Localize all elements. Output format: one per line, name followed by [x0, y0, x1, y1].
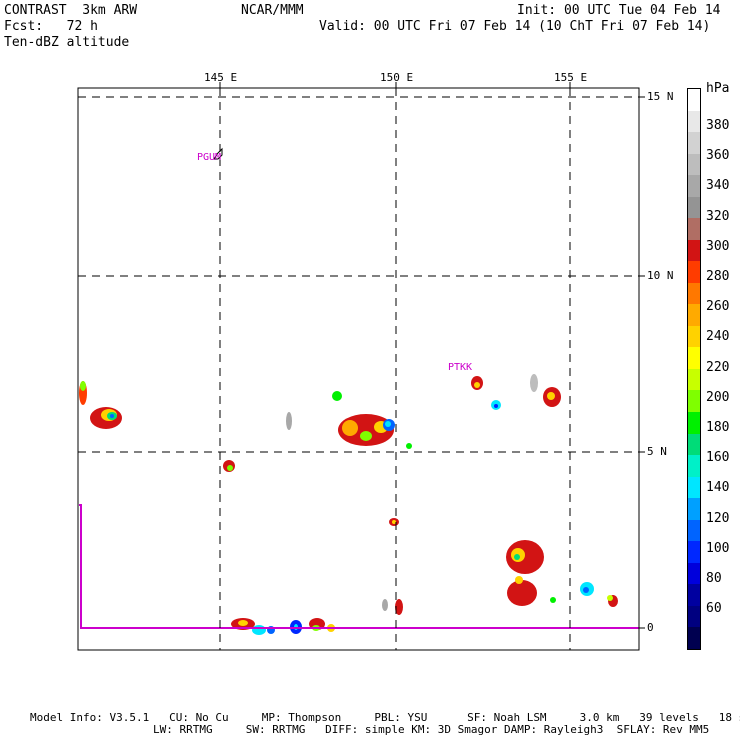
lat-label-5n: 5 N — [647, 445, 667, 458]
echo-cell — [80, 381, 86, 391]
legend-tick-label: 360 — [706, 148, 730, 164]
model-info-line1: Model Info: V3.5.1 CU: No Cu MP: Thompso… — [30, 711, 740, 724]
legend-swatch — [688, 584, 700, 606]
legend-tick-label: 120 — [706, 510, 730, 526]
legend-tick-label: 100 — [706, 540, 730, 556]
echo-cell — [406, 443, 412, 449]
legend-swatch — [688, 562, 700, 585]
echo-cell — [110, 414, 114, 418]
lat-label-15n: 15 N — [647, 90, 674, 103]
legend-tick-label: 300 — [706, 238, 730, 254]
legend-swatch — [688, 132, 700, 154]
echo-cell — [494, 404, 498, 408]
legend-swatch — [688, 325, 700, 348]
legend-swatch — [688, 455, 700, 477]
echo-cell — [530, 374, 538, 392]
legend-tick-label: 220 — [706, 359, 730, 375]
legend-swatch — [688, 89, 700, 111]
legend-swatch — [688, 519, 700, 542]
echo-cell — [385, 421, 391, 427]
legend-swatch — [688, 282, 700, 305]
echo-cell — [392, 520, 396, 524]
legend-swatch — [688, 175, 700, 197]
legend-swatch — [688, 218, 700, 240]
legend-swatch — [688, 605, 700, 628]
lat-label-0: 0 — [647, 621, 654, 634]
echo-cell — [395, 599, 403, 615]
legend-swatch — [688, 498, 700, 520]
domain-boundary-line — [79, 504, 639, 629]
legend-tick-label: 140 — [706, 480, 730, 496]
legend-swatch — [688, 304, 700, 326]
legend-tick-label: 340 — [706, 178, 730, 194]
station-label-ptkk: PTKK — [448, 362, 473, 373]
legend-tick-label: 380 — [706, 118, 730, 133]
legend-swatch — [688, 368, 700, 391]
echo-cell — [583, 587, 589, 593]
legend-swatch — [688, 390, 700, 412]
legend-tick-label: 60 — [706, 601, 722, 617]
axis-ticks — [219, 82, 645, 629]
legend-tick-label: 160 — [706, 450, 730, 466]
legend-tick-label: 280 — [706, 269, 730, 284]
forecast-hour: Fcst: 72 h — [4, 19, 98, 34]
legend-tick-label: 240 — [706, 329, 730, 345]
institution-label: NCAR/MMM — [241, 3, 304, 18]
echo-cell — [286, 412, 292, 430]
legend-swatch — [688, 153, 700, 176]
color-legend — [687, 88, 701, 650]
field-name: Ten-dBZ altitude — [4, 35, 130, 50]
legend-tick-label: 320 — [706, 208, 730, 224]
echo-cell — [382, 599, 388, 611]
echo-cell — [227, 465, 233, 471]
legend-swatch — [688, 261, 700, 283]
legend-swatch — [688, 347, 700, 369]
legend-swatch — [688, 110, 700, 133]
echo-cell — [342, 420, 358, 436]
legend-tick-label: 180 — [706, 420, 730, 435]
echo-cell — [360, 431, 372, 441]
reflectivity-field — [79, 374, 618, 635]
init-time: Init: 00 UTC Tue 04 Feb 14 — [517, 3, 721, 18]
echo-cell — [507, 580, 537, 606]
map-frame — [77, 87, 640, 651]
echo-cell — [515, 576, 523, 584]
echo-cell — [252, 625, 266, 635]
valid-time: Valid: 00 UTC Fri 07 Feb 14 (10 ChT Fri … — [319, 19, 711, 34]
legend-swatch — [688, 239, 700, 262]
echo-cell — [332, 391, 342, 401]
coastlines — [213, 96, 249, 160]
legend-swatch — [688, 411, 700, 434]
echo-cell — [607, 595, 613, 601]
model-info-line2: LW: RRTMG SW: RRTMG DIFF: simple KM: 3D … — [153, 723, 710, 736]
legend-swatch — [688, 627, 700, 649]
echo-cell — [474, 382, 480, 388]
lon-label-150: 150 E — [380, 71, 414, 84]
legend-swatch — [688, 433, 700, 456]
legend-swatch — [688, 541, 700, 563]
echo-cell — [550, 597, 556, 603]
lat-label-10n: 10 N — [647, 269, 674, 282]
legend-tick-label: 80 — [706, 571, 722, 586]
echo-cell — [514, 554, 520, 560]
echo-cell — [238, 620, 248, 626]
legend-tick-label: 260 — [706, 299, 730, 315]
lon-label-145: 145 E — [204, 71, 238, 84]
station-label-pgum: PGUM — [197, 152, 222, 163]
echo-cell — [547, 392, 555, 400]
legend-tick-label: 200 — [706, 389, 730, 405]
model-title: CONTRAST 3km ARW — [4, 3, 138, 18]
legend-unit: hPa — [706, 81, 730, 96]
lon-label-155: 155 E — [554, 71, 588, 84]
lat-lon-grid — [78, 88, 639, 650]
legend-swatch — [688, 196, 700, 219]
legend-swatch — [688, 476, 700, 499]
